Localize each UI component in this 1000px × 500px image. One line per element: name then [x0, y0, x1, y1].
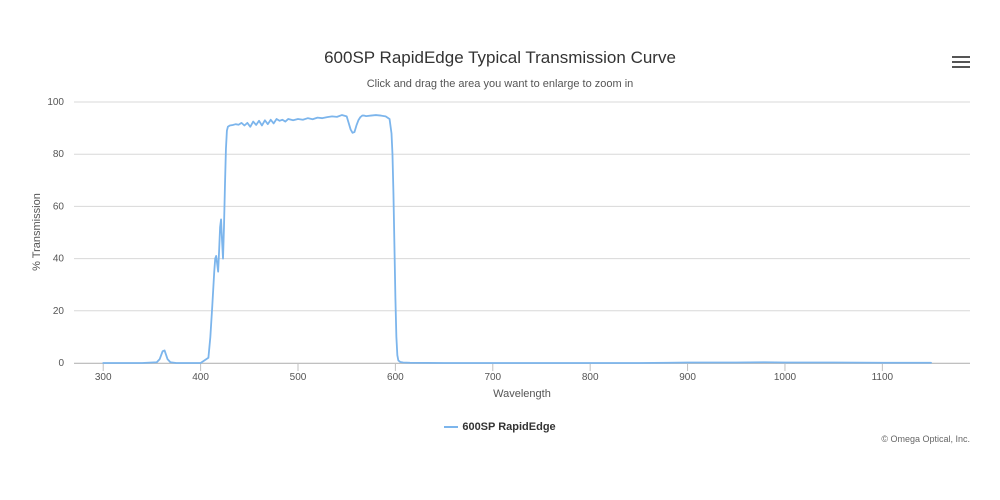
y-tick-label: 20	[53, 306, 65, 317]
series-line[interactable]	[102, 114, 932, 364]
x-tick-label: 600	[387, 372, 404, 383]
x-tick-label: 300	[95, 372, 112, 383]
y-tick-label: 0	[58, 358, 64, 369]
legend-swatch	[444, 426, 459, 429]
y-tick-label: 40	[53, 254, 65, 265]
chart-subtitle: Click and drag the area you want to enla…	[366, 78, 634, 90]
x-tick-label: 900	[679, 372, 696, 383]
x-axis-title: Wavelength	[493, 388, 551, 400]
y-axis-labels: 0 20 40 60 80 100	[47, 97, 64, 369]
x-tick-label: 1100	[872, 372, 894, 383]
series-layer	[102, 114, 932, 364]
hamburger-menu-icon[interactable]	[952, 54, 970, 70]
x-tick-label: 400	[192, 372, 209, 383]
legend-label: 600SP RapidEdge	[462, 421, 556, 433]
x-tick-label: 1000	[774, 372, 797, 383]
x-axis-labels: 300 400 500 600 700 800 900 1000 1100	[95, 372, 894, 383]
x-tick-label: 700	[484, 372, 501, 383]
menu-bar	[952, 56, 970, 58]
y-tick-label: 60	[53, 201, 65, 212]
y-axis-title: % Transmission	[31, 193, 43, 271]
chart-title: 600SP RapidEdge Typical Transmission Cur…	[324, 48, 676, 67]
menu-bar	[952, 66, 970, 68]
y-tick-label: 100	[47, 97, 64, 108]
x-axis	[74, 363, 970, 371]
x-tick-label: 500	[290, 372, 307, 383]
y-tick-label: 80	[53, 149, 65, 160]
legend-item[interactable]: 600SP RapidEdge	[0, 421, 1000, 433]
grid-lines	[74, 101, 970, 364]
x-tick-label: 800	[582, 372, 599, 383]
credits-text[interactable]: © Omega Optical, Inc.	[881, 434, 970, 444]
menu-bar	[952, 61, 970, 63]
